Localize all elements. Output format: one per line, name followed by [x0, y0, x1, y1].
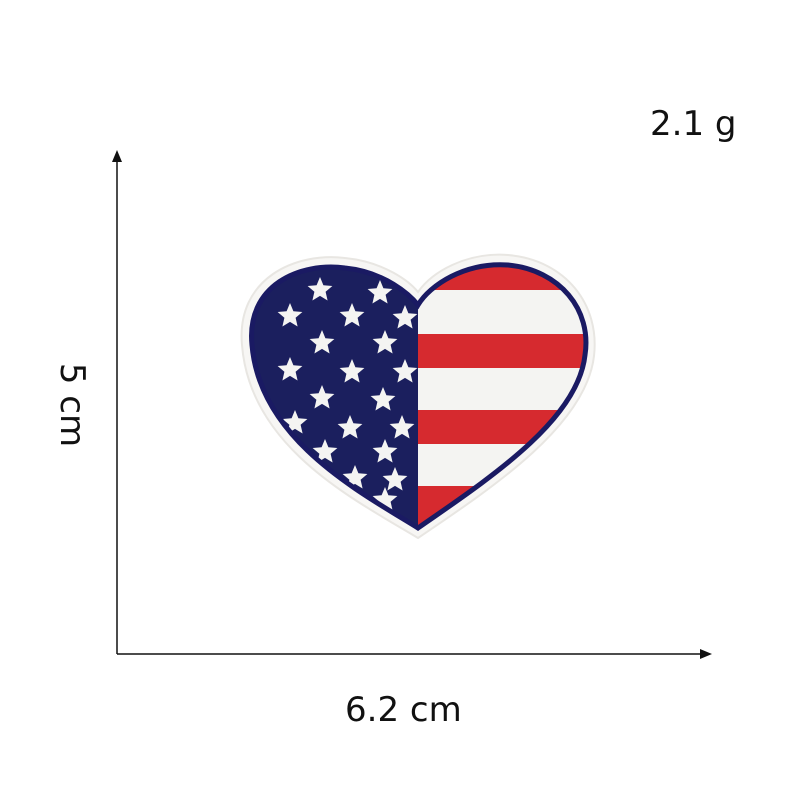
patch-border — [249, 262, 589, 531]
star-icon — [277, 303, 303, 327]
star-icon — [392, 359, 418, 383]
star-icon — [389, 415, 415, 439]
red-stripe — [418, 334, 586, 368]
star-icon — [337, 415, 363, 439]
star-icon — [312, 439, 338, 463]
star-icon — [367, 280, 393, 304]
weight-label: 2.1 g — [650, 104, 737, 144]
stars-group — [277, 277, 418, 511]
star-icon — [277, 357, 303, 381]
star-icon — [372, 330, 398, 354]
star-icon — [392, 305, 418, 329]
star-icon — [370, 387, 396, 411]
red-stripe — [418, 410, 586, 444]
star-icon — [309, 330, 335, 354]
height-label: 5 cm — [52, 362, 92, 448]
star-icon — [307, 277, 333, 301]
star-icon — [339, 359, 365, 383]
star-icon — [339, 303, 365, 327]
width-label: 6.2 cm — [345, 690, 462, 730]
horizontal-axis-arrow-icon — [700, 649, 712, 659]
star-icon — [309, 385, 335, 409]
star-icon — [372, 439, 398, 463]
star-icon — [382, 467, 408, 491]
vertical-axis-arrow-icon — [112, 150, 122, 162]
